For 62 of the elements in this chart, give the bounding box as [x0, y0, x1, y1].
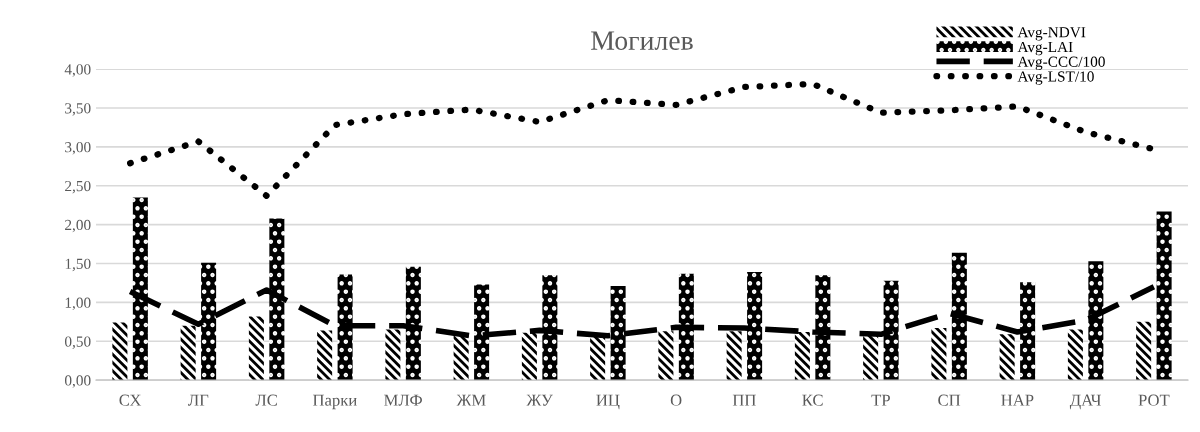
bar [248, 316, 264, 381]
x-tick-label: СХ [119, 394, 142, 406]
bar [658, 331, 674, 381]
x-tick-label: СП [938, 394, 961, 406]
y-tick-label: 0,00 [64, 375, 91, 388]
y-tick-label: 2,50 [65, 180, 91, 194]
bar [337, 274, 353, 381]
x-tick-label: ЛГ [188, 394, 209, 406]
bar [317, 330, 333, 381]
bar [269, 218, 285, 381]
x-tick-label: РОТ [1138, 394, 1170, 406]
bar [180, 325, 196, 381]
x-tick-label: ИЦ [596, 394, 620, 410]
x-tick-label: ЛС [255, 394, 277, 406]
bar [883, 280, 899, 381]
bar [385, 329, 401, 381]
x-tick-label: ТР [871, 394, 890, 406]
y-tick-label: 0,50 [64, 336, 91, 349]
bar [747, 272, 763, 381]
x-tick-label: О [670, 394, 682, 406]
y-tick-label: 3,00 [65, 142, 91, 155]
legend-label: Avg-LST/10 [1017, 71, 1094, 85]
bar [132, 197, 148, 381]
legend-label: Avg-NDVI [1017, 27, 1086, 41]
bar [521, 332, 537, 381]
bar [999, 334, 1015, 381]
bar [201, 262, 217, 381]
x-tick-label: КС [802, 394, 823, 406]
bar [1136, 321, 1152, 381]
bar [1020, 282, 1036, 381]
bar [931, 328, 947, 381]
bar [863, 335, 879, 381]
bar [542, 275, 558, 381]
bar [815, 275, 831, 381]
x-tick-label: МЛФ [384, 394, 422, 406]
bar [794, 331, 810, 381]
bar [1156, 211, 1172, 381]
bar [474, 284, 490, 381]
bar [951, 252, 967, 381]
x-tick-label: ПП [732, 394, 756, 406]
bar [1067, 329, 1083, 381]
x-tick-label: Парки [312, 394, 357, 410]
bar [453, 335, 469, 381]
bar [726, 331, 742, 381]
legend-label: Avg-LAI [1017, 41, 1073, 56]
legend-label: Avg-CCC/100 [1017, 56, 1105, 71]
y-tick-label: 1,00 [65, 297, 91, 311]
x-tick-label: ЖМ [456, 394, 486, 406]
bar [405, 266, 421, 381]
x-tick-label: НАР [1001, 394, 1034, 406]
bar [610, 286, 626, 381]
bar [1088, 261, 1104, 381]
bar [678, 273, 694, 381]
y-tick-label: 2,00 [65, 219, 91, 233]
bar [112, 322, 128, 381]
x-tick-label: ДАЧ [1069, 394, 1101, 410]
y-tick-label: 1,50 [65, 258, 91, 272]
y-tick-label: 4,00 [64, 64, 91, 77]
x-tick-label: ЖУ [526, 394, 553, 406]
bar [590, 335, 606, 381]
chart-title: Могилев [591, 31, 693, 50]
y-tick-label: 3,50 [65, 103, 91, 116]
